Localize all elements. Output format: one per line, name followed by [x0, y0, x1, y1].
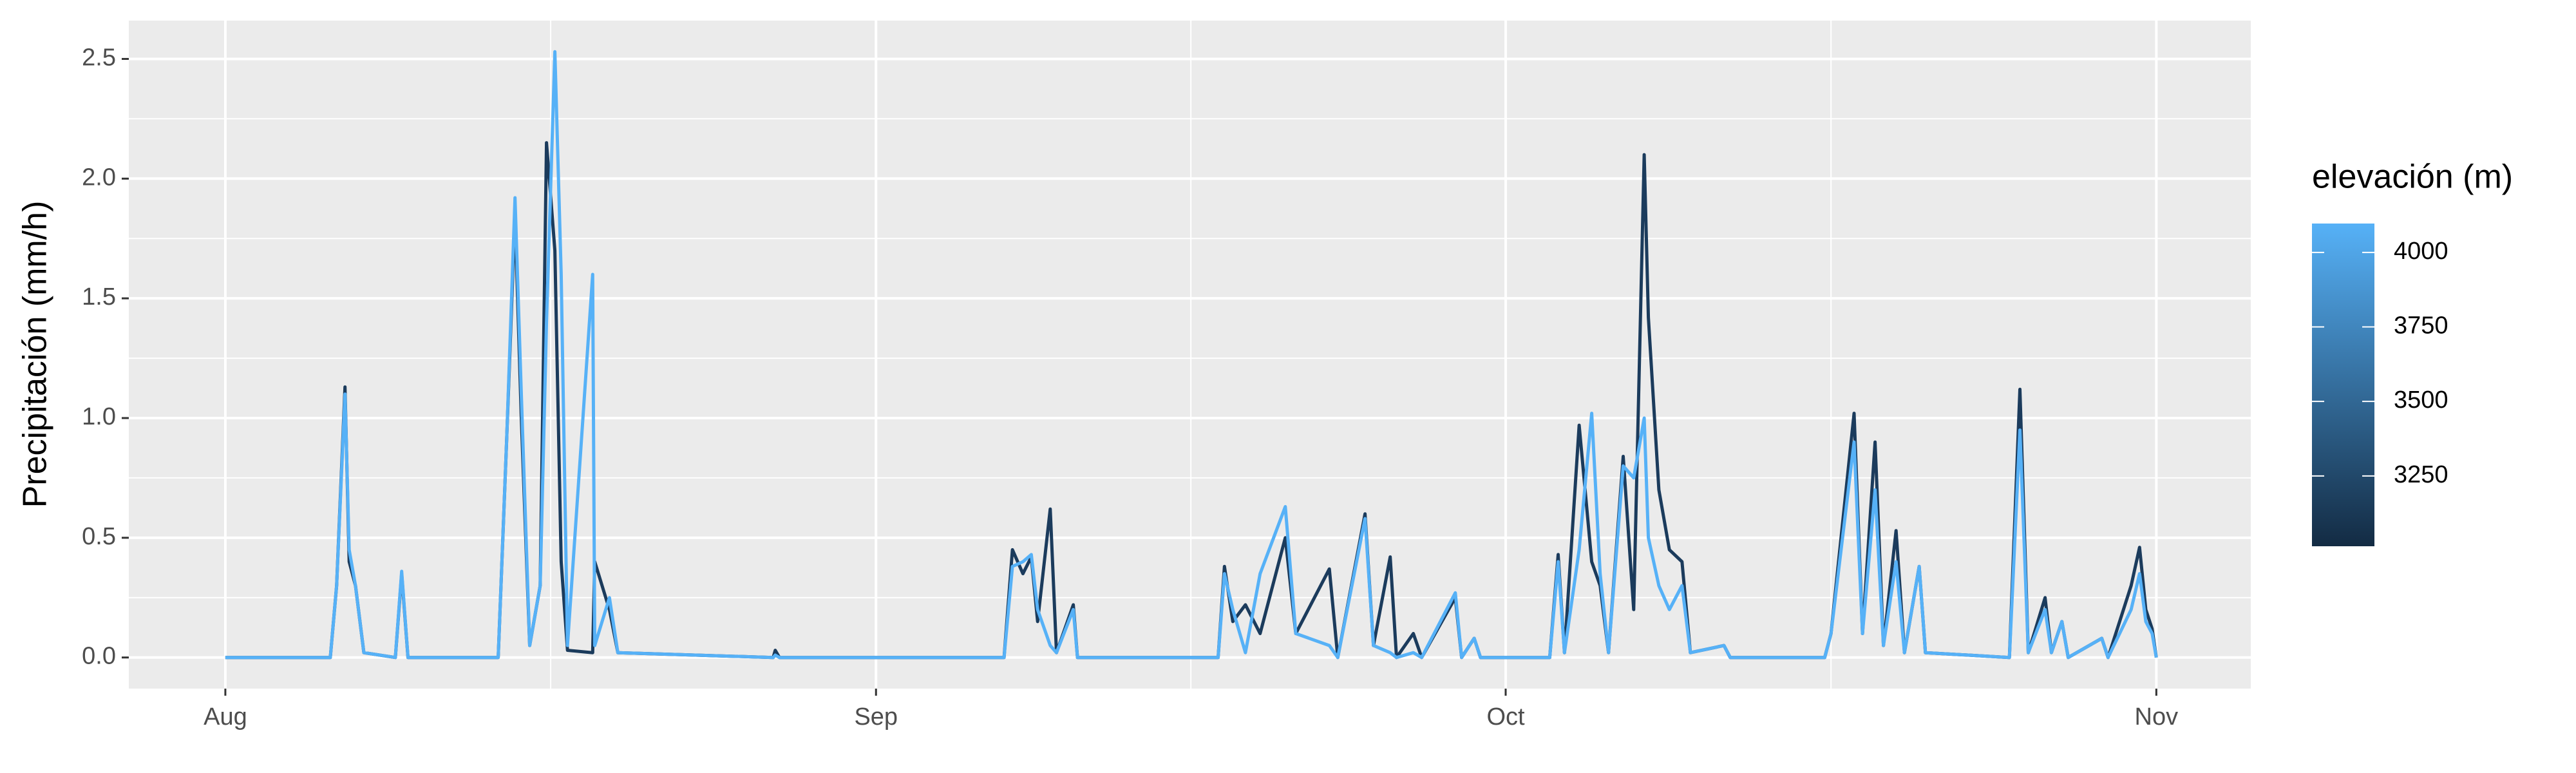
panel — [129, 21, 2251, 689]
colorbar-label: 3250 — [2394, 461, 2448, 488]
x-tick-label: Nov — [2135, 703, 2179, 730]
y-tick-label: 0.0 — [82, 643, 116, 670]
y-axis-title: Precipitación (mm/h) — [17, 201, 54, 508]
colorbar — [2312, 224, 2374, 546]
legend-title: elevación (m) — [2312, 158, 2513, 196]
x-tick-label: Sep — [854, 703, 898, 730]
y-tick-label: 2.5 — [82, 44, 116, 72]
y-tick-label: 0.5 — [82, 523, 116, 550]
colorbar-label: 3500 — [2394, 386, 2448, 414]
y-tick-label: 1.0 — [82, 403, 116, 430]
x-tick-label: Aug — [204, 703, 247, 730]
colorbar-label: 3750 — [2394, 312, 2448, 339]
y-tick-label: 1.5 — [82, 283, 116, 310]
y-tick-label: 2.0 — [82, 164, 116, 191]
x-tick-label: Oct — [1486, 703, 1525, 730]
series-line — [225, 50, 2158, 660]
colorbar-label: 4000 — [2394, 238, 2448, 265]
